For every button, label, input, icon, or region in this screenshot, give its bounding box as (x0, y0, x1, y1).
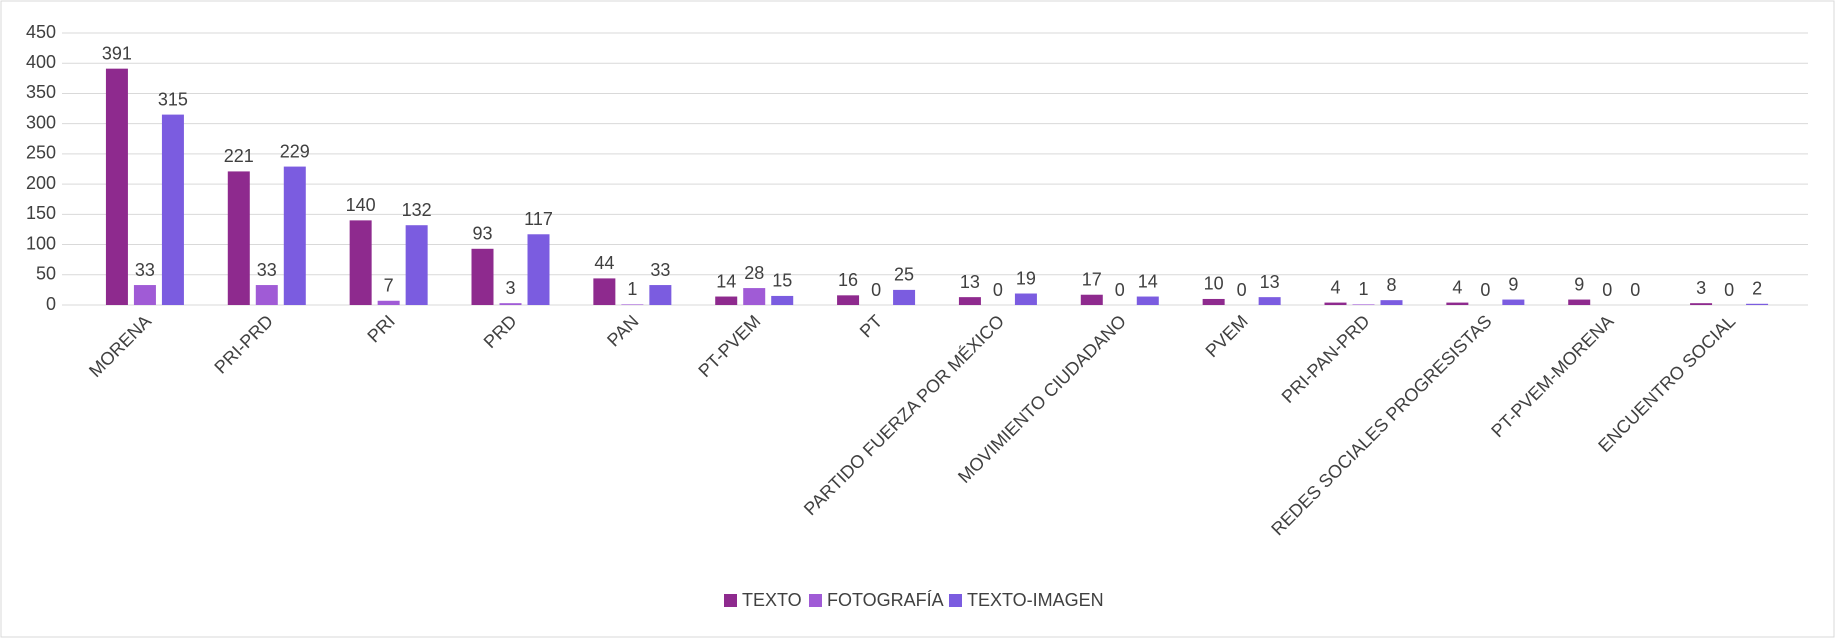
data-label: 1 (627, 279, 637, 299)
bar (499, 303, 522, 305)
data-label: 9 (1574, 274, 1584, 294)
bar (743, 288, 766, 305)
data-label: 8 (1386, 275, 1396, 295)
legend-swatch (724, 594, 737, 607)
y-tick-label: 300 (26, 112, 56, 132)
bar (283, 166, 306, 305)
data-label: 13 (960, 272, 980, 292)
data-label: 0 (1724, 280, 1734, 300)
bar (621, 304, 644, 305)
y-tick-label: 350 (26, 82, 56, 102)
bar (649, 285, 672, 305)
bar (771, 295, 794, 305)
bar (958, 297, 981, 305)
legend-label: TEXTO-IMAGEN (967, 590, 1104, 610)
data-label: 229 (280, 141, 310, 161)
data-label: 4 (1330, 277, 1340, 297)
data-label: 0 (1237, 280, 1247, 300)
bar (405, 225, 428, 305)
bar (1202, 298, 1225, 305)
bar (1324, 302, 1347, 305)
data-label: 0 (871, 280, 881, 300)
data-label: 10 (1204, 274, 1224, 294)
data-label: 25 (894, 265, 914, 285)
bar (1080, 294, 1103, 305)
bar (1380, 300, 1403, 305)
data-label: 28 (744, 263, 764, 283)
y-tick-label: 400 (26, 52, 56, 72)
bar (471, 248, 494, 305)
bar (105, 68, 128, 305)
data-label: 19 (1016, 268, 1036, 288)
legend-label: TEXTO (742, 590, 802, 610)
data-label: 33 (135, 260, 155, 280)
bar (377, 300, 400, 305)
y-tick-label: 0 (46, 294, 56, 314)
bar (893, 289, 916, 305)
bar (1446, 302, 1469, 305)
bar (715, 296, 738, 305)
data-label: 13 (1260, 272, 1280, 292)
y-tick-label: 150 (26, 203, 56, 223)
legend-swatch (809, 594, 822, 607)
data-label: 117 (524, 209, 553, 229)
bar (1690, 303, 1713, 305)
data-label: 0 (1630, 280, 1640, 300)
bar (349, 220, 372, 305)
data-label: 140 (346, 195, 376, 215)
data-label: 132 (402, 200, 432, 220)
y-tick-label: 100 (26, 233, 56, 253)
y-tick-label: 200 (26, 173, 56, 193)
data-label: 33 (650, 260, 670, 280)
data-label: 17 (1082, 269, 1102, 289)
data-label: 15 (772, 271, 792, 291)
data-label: 0 (1602, 280, 1612, 300)
y-tick-label: 250 (26, 143, 56, 163)
data-label: 14 (1138, 271, 1158, 291)
data-label: 14 (716, 271, 736, 291)
bar (161, 114, 184, 305)
y-tick-label: 50 (36, 264, 56, 284)
bar (1746, 303, 1769, 305)
legend-swatch (949, 594, 962, 607)
data-label: 0 (1480, 280, 1490, 300)
data-label: 93 (472, 224, 492, 244)
bar (527, 234, 550, 305)
bar (1568, 299, 1591, 305)
bar (1258, 297, 1281, 305)
data-label: 0 (993, 280, 1003, 300)
y-tick-label: 450 (26, 22, 56, 42)
bar (837, 295, 860, 305)
bar (593, 278, 616, 305)
data-label: 16 (838, 270, 858, 290)
bar (1352, 304, 1375, 305)
data-label: 33 (257, 260, 277, 280)
bar (1136, 296, 1159, 305)
bar (255, 285, 278, 305)
data-label: 9 (1508, 274, 1518, 294)
data-label: 44 (594, 253, 614, 273)
data-label: 3 (505, 278, 515, 298)
bar (227, 171, 250, 305)
data-label: 315 (158, 89, 188, 109)
bar (133, 285, 156, 305)
data-label: 0 (1115, 280, 1125, 300)
data-label: 391 (102, 43, 132, 63)
bar (1502, 299, 1525, 305)
data-label: 7 (384, 276, 394, 296)
bar (1014, 293, 1037, 305)
data-label: 2 (1752, 279, 1762, 299)
data-label: 221 (224, 146, 254, 166)
data-label: 1 (1358, 279, 1368, 299)
data-label: 3 (1696, 278, 1706, 298)
legend-label: FOTOGRAFÍA (827, 590, 944, 610)
data-label: 4 (1452, 277, 1462, 297)
